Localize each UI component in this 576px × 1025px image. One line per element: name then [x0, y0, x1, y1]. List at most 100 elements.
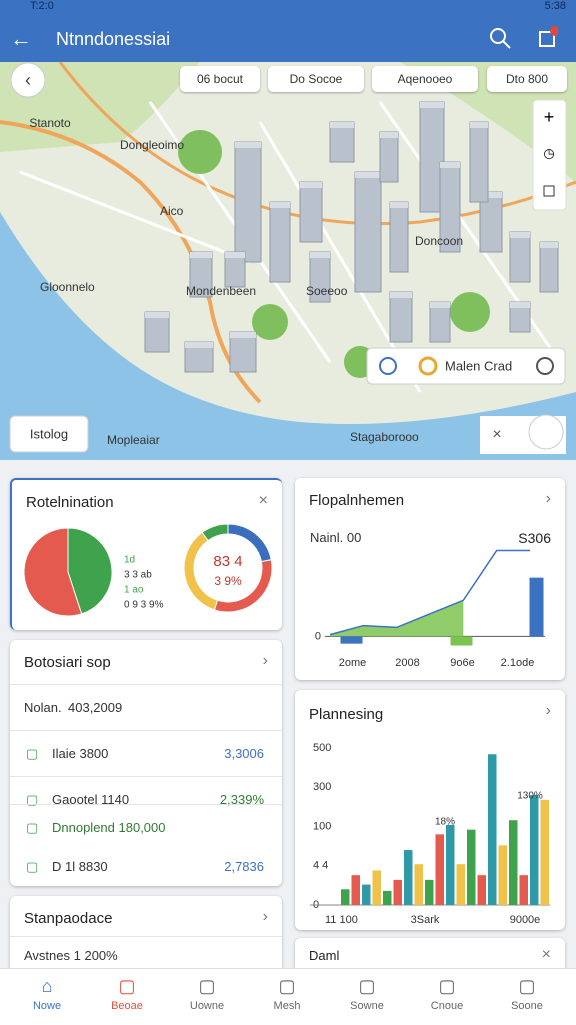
- bar: [529, 577, 544, 637]
- row-icon: ▢: [26, 859, 39, 874]
- building-roof: [380, 132, 398, 138]
- card-title: Daml: [309, 948, 340, 963]
- row-value: 2,7836: [224, 859, 264, 874]
- chip[interactable]: Aqenooeo: [372, 66, 478, 92]
- nav-icon[interactable]: ▢: [198, 976, 216, 996]
- close[interactable]: ×: [541, 946, 551, 963]
- row-value: 3,3006: [224, 746, 264, 761]
- y-tick-label: 0: [315, 630, 321, 642]
- flow-chart: 0 2ome 2008 9o6e 2.1ode: [315, 549, 545, 669]
- card-title: Plannesing: [309, 706, 384, 723]
- building-roof: [310, 252, 330, 258]
- planning-card[interactable]: Plannesing › 500 300 100 4 4 0 11 100 3Sark 9000…: [295, 690, 565, 930]
- rotation-card[interactable]: Rotelnination × 1d 3 3 ab 1 ao 0 9 3 9% 83 4 3…: [10, 478, 282, 630]
- nav-icon[interactable]: ▢: [518, 976, 536, 996]
- map-label: Aico: [160, 204, 184, 218]
- back-button[interactable]: ←: [10, 26, 32, 51]
- legend-text: 3 3 ab: [124, 570, 152, 581]
- map-label: Stanoto: [29, 116, 71, 130]
- x-tick-label: 9o6e: [450, 657, 474, 669]
- svg-text:+: +: [544, 107, 555, 127]
- bar: [404, 850, 413, 905]
- building-roof: [190, 252, 212, 258]
- nav-icon[interactable]: ▢: [118, 976, 136, 996]
- x-label: 11 100: [325, 914, 358, 926]
- row-icon: ▢: [26, 792, 39, 807]
- nav-label[interactable]: Uowne: [189, 1000, 225, 1012]
- svg-text:‹: ‹: [25, 70, 31, 90]
- status-right: 5:38: [544, 0, 566, 12]
- building-roof: [235, 142, 261, 148]
- chip[interactable]: 06 bocut: [180, 66, 260, 92]
- nav-icon[interactable]: ▢: [358, 976, 376, 996]
- building: [354, 171, 382, 293]
- donut-slice: [201, 523, 229, 542]
- bar: [456, 864, 465, 905]
- chip[interactable]: Dto 800: [487, 66, 567, 92]
- area: [330, 600, 464, 637]
- bar: [341, 889, 350, 905]
- building-roof: [510, 232, 530, 238]
- row-label: D 1l 8830: [52, 859, 108, 874]
- chevron[interactable]: ›: [262, 908, 268, 925]
- nav-icon[interactable]: ▢: [278, 976, 296, 996]
- rotation-charts: 1d 3 3 ab 1 ao 0 9 3 9% 83 4 3 9%: [23, 523, 273, 617]
- nav-label[interactable]: Cnoue: [430, 1000, 464, 1012]
- bar: [383, 890, 392, 905]
- nav-label[interactable]: Beoae: [111, 1000, 143, 1012]
- x-tick-label: 2008: [395, 657, 419, 669]
- y-label: 100: [313, 820, 331, 832]
- status-left: T:2:0: [30, 0, 54, 12]
- nav-icon[interactable]: ▢: [438, 976, 456, 996]
- chevron[interactable]: ›: [545, 702, 551, 719]
- bar: [372, 870, 381, 905]
- building-roof: [390, 292, 412, 298]
- card-title: Rotelnination: [26, 494, 114, 511]
- row-label: Ilaie 3800: [52, 746, 109, 761]
- map-button[interactable]: Istolog: [30, 426, 68, 441]
- nav-label[interactable]: Mesh: [273, 1000, 301, 1012]
- chevron[interactable]: ›: [545, 490, 551, 507]
- map-label: Gloonnelo: [40, 280, 95, 294]
- nav-label[interactable]: Soone: [511, 1000, 543, 1012]
- card-title: Flopalnhemen: [309, 492, 405, 509]
- space-card[interactable]: Stanpaodace › Avstnes 1 200%: [10, 896, 282, 976]
- bar: [446, 824, 455, 905]
- app-bar: [0, 0, 576, 62]
- bar: [530, 795, 539, 905]
- app-title: Ntnndonessiai: [56, 29, 171, 49]
- building-roof: [330, 122, 354, 128]
- building: [329, 121, 355, 163]
- app-actions[interactable]: [488, 26, 558, 52]
- y-label: 300: [313, 781, 331, 793]
- nav-label[interactable]: Nowe: [32, 1000, 62, 1012]
- info-card-label: Malen Crad: [445, 358, 512, 373]
- chevron[interactable]: ›: [262, 652, 268, 669]
- map[interactable]: ‹ + ◷ × Stanoto Dongleoimo Aico Gloonnelo Mon…: [0, 62, 576, 460]
- budget-row: Ilaie 3800 ▢ 3,3006: [10, 730, 282, 775]
- budget-card[interactable]: Botosiari sop › Nolan. 403,2009 Ilaie 3800 ▢…: [10, 640, 282, 886]
- space-text: Avstnes 1 200%: [24, 948, 118, 963]
- building-roof: [540, 242, 558, 248]
- building: [144, 311, 170, 353]
- legend-text: 1 ao: [124, 585, 144, 596]
- legend-text: 1d: [124, 555, 135, 566]
- budget-row: D 1l 8830 ▢ 2,7836: [10, 844, 282, 888]
- pie-slice: [67, 527, 113, 615]
- bar: [467, 829, 476, 905]
- flow-card[interactable]: Flopalnhemen › Nainl. 00 S306 0 2ome 2008 9o…: [295, 478, 565, 680]
- bar: [519, 875, 528, 905]
- row-icon: ▢: [26, 820, 39, 835]
- row-label: Gaootel 1140: [52, 792, 130, 807]
- building-roof: [355, 172, 381, 178]
- y-label: 4 4: [313, 860, 328, 872]
- building: [389, 201, 409, 273]
- building-roof: [230, 332, 256, 338]
- card-title: Stanpaodace: [24, 910, 113, 927]
- map-label: Dongleoimo: [120, 138, 184, 152]
- nav-label[interactable]: Sowne: [350, 1000, 384, 1012]
- nav-icon[interactable]: ⌂: [41, 976, 53, 996]
- chip[interactable]: Do Socoe: [268, 66, 364, 92]
- close[interactable]: ×: [258, 492, 268, 509]
